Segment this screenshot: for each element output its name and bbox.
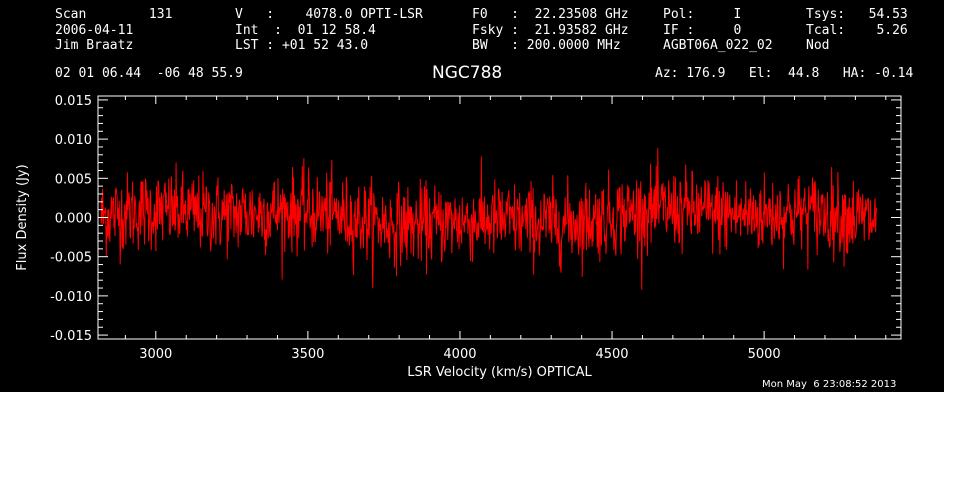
x-axis-label: LSR Velocity (km/s) OPTICAL xyxy=(407,365,592,380)
x-tick-label: 5000 xyxy=(748,347,781,362)
velocity-label: V : 4078.0 OPTI-LSR xyxy=(235,7,423,22)
x-tick-label: 4500 xyxy=(595,347,628,362)
y-axis-label: Flux Density (Jy) xyxy=(15,164,30,270)
y-tick-label: -0.010 xyxy=(50,290,92,305)
y-tick-label: 0.010 xyxy=(55,133,92,148)
spectrum-chart: 3000 3500 4000 4500 5000 0.015 0.010 0.005 0.00… xyxy=(15,94,902,380)
y-tick-label: -0.005 xyxy=(50,251,92,266)
x-axis-ticks: 3000 3500 4000 4500 5000 xyxy=(124,96,887,362)
y-axis-ticks: 0.015 0.010 0.005 0.000 -0.005 -0.010 -0.015 xyxy=(50,94,901,344)
y-tick-label: -0.015 xyxy=(50,329,92,344)
scan-label: Scan 131 xyxy=(55,7,173,22)
observer-label: Jim Braatz xyxy=(55,38,134,53)
mode-label: Nod xyxy=(806,38,830,53)
x-tick-label: 4000 xyxy=(443,347,476,362)
int-label: Int : 01 12 58.4 xyxy=(235,23,376,38)
y-tick-label: 0.000 xyxy=(55,212,92,227)
x-tick-label: 3000 xyxy=(139,347,172,362)
coords-label: 02 01 06.44 -06 48 55.9 xyxy=(55,66,243,81)
date-label: 2006-04-11 xyxy=(55,23,134,38)
timestamp-label: Mon May 6 23:08:52 2013 xyxy=(762,379,897,390)
f0-label: F0 : 22.23508 GHz xyxy=(472,7,629,22)
source-name: NGC788 xyxy=(432,63,503,83)
spectrum-series xyxy=(100,147,878,290)
plot-panel: Scan 131 2006-04-11 Jim Braatz V : 4078.… xyxy=(0,0,944,392)
spectrum-line xyxy=(100,147,878,290)
y-tick-label: 0.015 xyxy=(55,94,92,109)
azel-label: Az: 176.9 El: 44.8 HA: -0.14 xyxy=(655,66,914,81)
tcal-label: Tcal: 5.26 xyxy=(806,23,908,38)
pol-label: Pol: I xyxy=(663,7,742,22)
y-tick-label: 0.005 xyxy=(55,172,92,187)
bw-label: BW : 200.0000 MHz xyxy=(472,38,621,53)
project-label: AGBT06A_022_02 xyxy=(663,38,773,53)
x-tick-label: 3500 xyxy=(291,347,324,362)
tsys-label: Tsys: 54.53 xyxy=(806,7,908,22)
if-label: IF : 0 xyxy=(663,23,742,38)
fsky-label: Fsky : 21.93582 GHz xyxy=(472,23,629,38)
lst-label: LST : +01 52 43.0 xyxy=(235,38,369,53)
